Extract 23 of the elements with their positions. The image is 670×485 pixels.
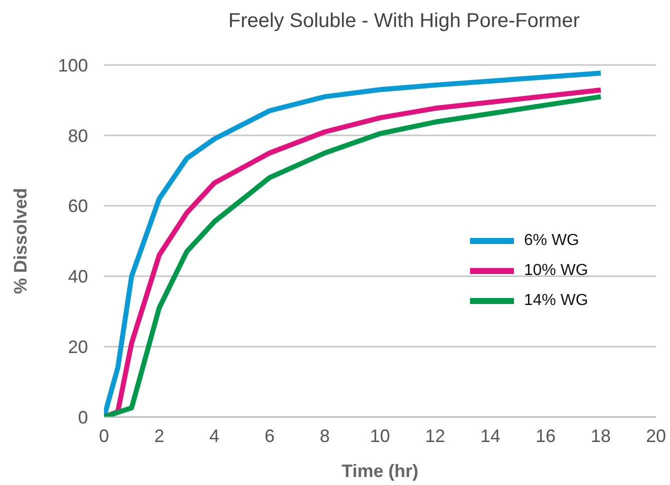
x-tick-label: 2: [154, 426, 164, 446]
y-tick-label: 60: [68, 196, 88, 216]
y-tick-label: 20: [68, 336, 88, 357]
legend-label: 10% WG: [524, 262, 588, 280]
y-tick-label: 80: [68, 126, 88, 146]
y-tick-label: 100: [58, 55, 88, 76]
x-tick-label: 18: [590, 426, 611, 446]
x-tick-label: 4: [209, 426, 220, 446]
legend-label: 14% WG: [524, 292, 588, 310]
x-tick-label: 6: [264, 426, 275, 446]
y-tick-label: 40: [68, 266, 88, 287]
x-tick-label: 14: [480, 426, 500, 446]
x-tick-label: 12: [425, 426, 446, 446]
x-tick-label: 8: [320, 426, 330, 446]
chart-title: Freely Soluble - With High Pore-Former: [227, 10, 581, 33]
x-tick-label: 10: [370, 426, 390, 446]
x-tick-label: 16: [536, 426, 556, 446]
x-axis-title: Time (hr): [342, 461, 418, 481]
y-tick-label: 0: [78, 407, 88, 428]
y-axis-title: % Dissolved: [10, 188, 30, 294]
x-tick-label: 0: [98, 426, 110, 446]
x-tick-label: 20: [646, 426, 666, 446]
legend-label: 6% WG: [524, 232, 580, 250]
